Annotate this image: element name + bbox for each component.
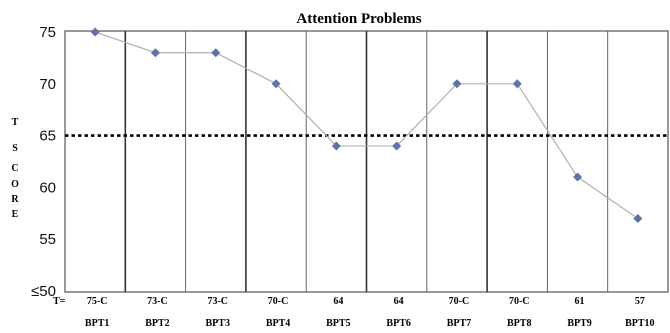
x-tick-label: BPT10 [625,318,654,329]
y-tick-labels: 75 70 65 60 55 ≤50 [31,24,56,300]
tscore-prefix: T= [53,296,66,307]
data-point [512,79,522,89]
data-point [90,27,100,37]
y-axis-label-letter: R [11,194,19,205]
tscore-label: 70-C [268,296,289,307]
x-tick-label: BPT9 [567,318,591,329]
y-axis-label-letter: S [12,143,18,154]
tscore-label: 61 [575,296,585,307]
data-point [331,141,341,151]
y-tick-label: 65 [39,128,56,145]
y-tick-label: 75 [39,24,56,41]
data-point [211,48,221,58]
y-axis-label-letter: E [12,209,19,220]
data-markers [90,27,643,223]
x-tick-label: BPT1 [85,318,109,329]
x-tick-label: BPT2 [145,318,169,329]
tscore-label: 70-C [449,296,470,307]
y-axis-label-letter: T [12,117,19,128]
y-tick-label: ≤50 [31,283,56,300]
tscore-label: 64 [394,296,404,307]
tscore-label: 57 [635,296,645,307]
data-point [633,213,643,223]
tscore-label: 64 [333,296,343,307]
x-tick-label: BPT7 [447,318,471,329]
chart-title: Attention Problems [296,11,421,27]
data-point [271,79,281,89]
x-tick-label: BPT5 [326,318,350,329]
tscore-label: 73-C [207,296,228,307]
data-point [452,79,462,89]
y-tick-label: 60 [39,179,56,196]
x-tick-label: BPT3 [206,318,230,329]
y-axis-label-letter: O [11,179,19,190]
y-tick-label: 70 [39,76,56,93]
y-tick-label: 55 [39,231,56,248]
tscore-label: 75-C [87,296,108,307]
series-line [94,31,639,219]
x-tick-label: BPT4 [266,318,290,329]
tscore-label: 73-C [147,296,168,307]
data-point [150,48,160,58]
data-point [392,141,402,151]
x-tick-label: BPT6 [386,318,410,329]
data-point [573,172,583,182]
vertical-gridlines [124,31,609,292]
x-tick-label: BPT8 [507,318,531,329]
y-axis-label-letter: C [11,163,18,174]
tscore-label: 70-C [509,296,530,307]
x-axis-labels: 75-C BPT1 73-C BPT2 73-C BPT3 70-C BPT4 64 BPT5 64… [85,296,655,329]
